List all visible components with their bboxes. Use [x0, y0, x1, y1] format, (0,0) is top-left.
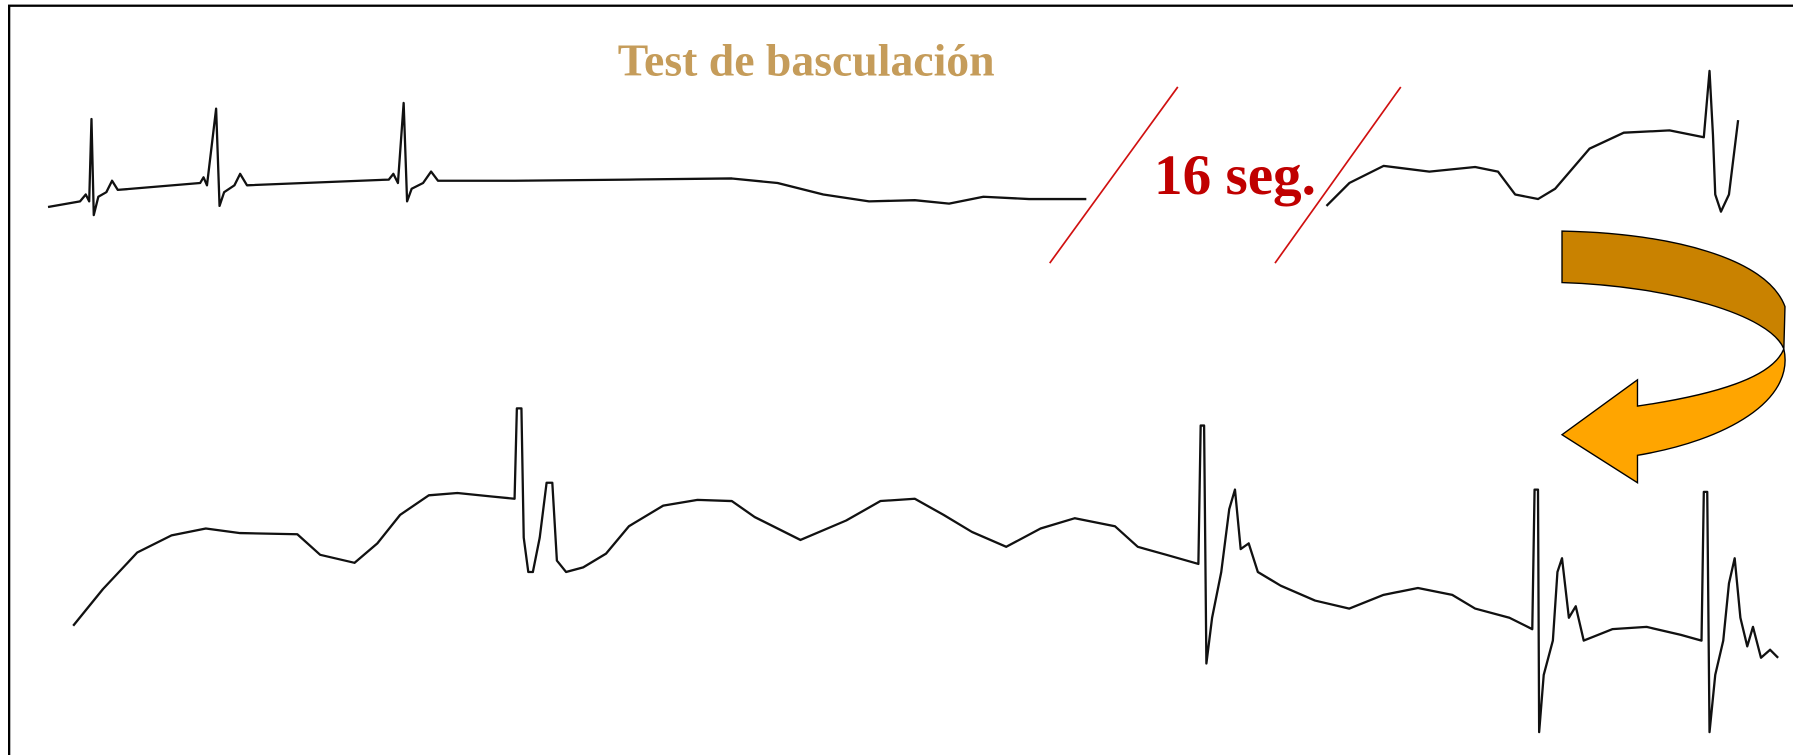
slide-title: Test de basculación [618, 35, 995, 86]
ecg-trace-bottom [72, 407, 1779, 734]
duration-label: 16 seg. [1154, 144, 1316, 207]
break-line [1274, 86, 1402, 264]
ecg-trace-top-right [1325, 69, 1740, 213]
slide-frame [8, 4, 1793, 755]
arrow-upper [1561, 230, 1786, 350]
break-line [1049, 86, 1179, 264]
arrow-lower [1560, 346, 1786, 484]
ecg-trace-top-left [47, 101, 1087, 217]
